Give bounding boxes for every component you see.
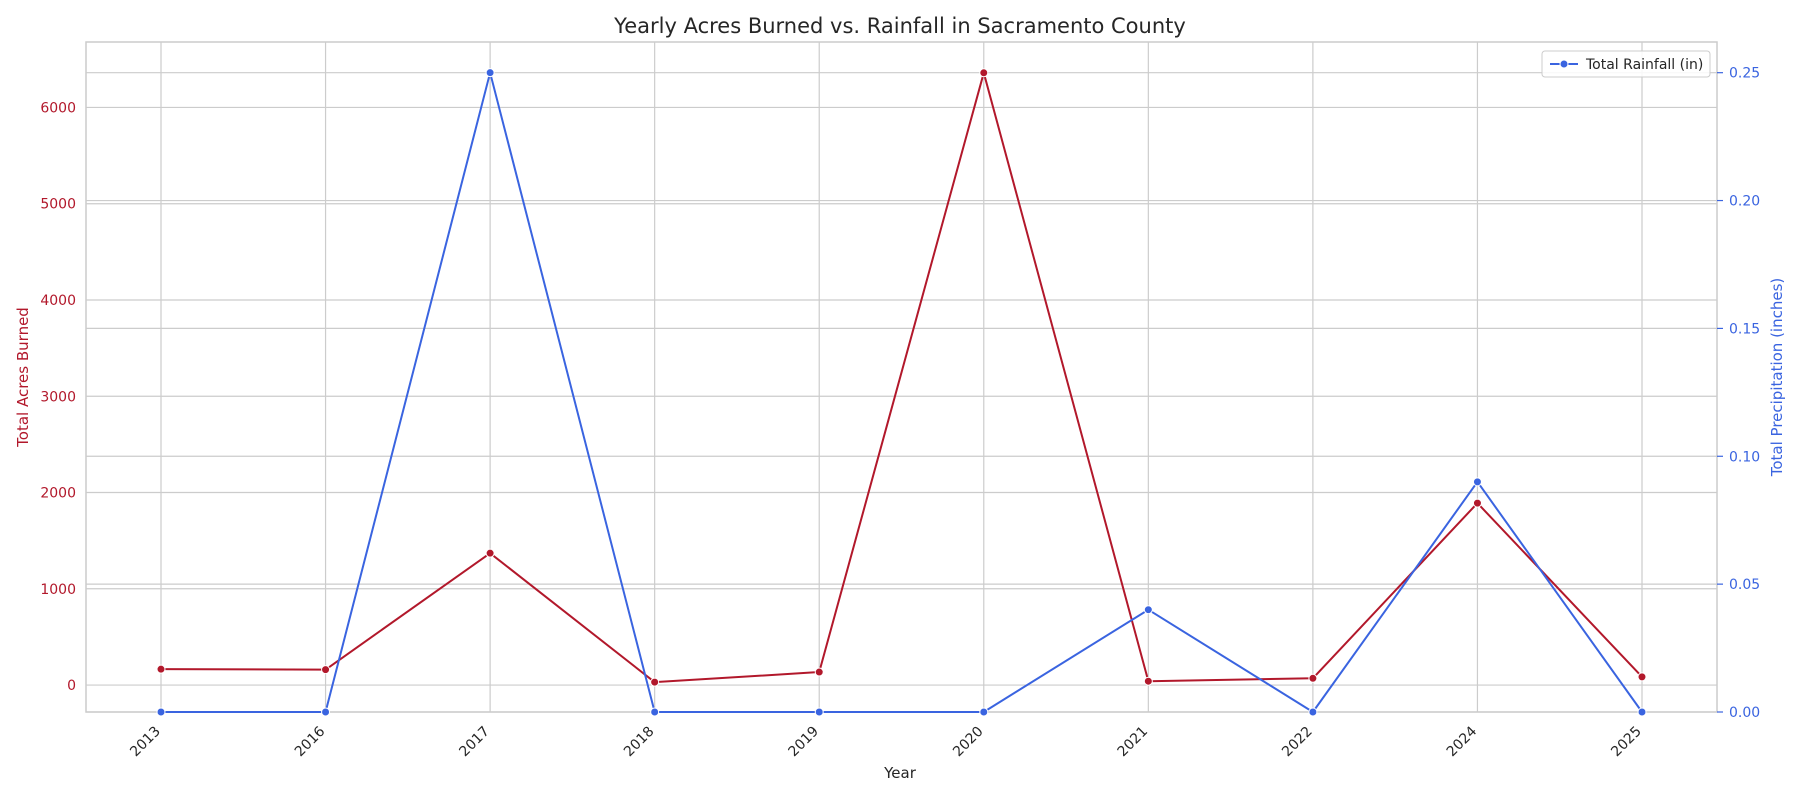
acres-data-point bbox=[814, 667, 824, 677]
x-tick-label: 2022 bbox=[1279, 724, 1316, 761]
x-tick-label: 2024 bbox=[1444, 723, 1481, 760]
y-axis-right-label: Total Precipitation (inches) bbox=[1768, 278, 1786, 478]
rainfall-data-point bbox=[1308, 707, 1318, 717]
y-right-tick-label: 0.25 bbox=[1729, 66, 1760, 82]
y-left-tick-label: 1000 bbox=[40, 582, 76, 598]
rainfall-data-point bbox=[1472, 477, 1482, 487]
y-left-tick-label: 6000 bbox=[40, 100, 76, 116]
acres-data-point bbox=[1472, 498, 1482, 508]
y-right-tick-label: 0.05 bbox=[1729, 577, 1760, 593]
acres-data-point bbox=[1143, 676, 1153, 686]
acres-series-line bbox=[160, 71, 1643, 684]
x-tick-label: 2018 bbox=[621, 724, 658, 761]
legend: Total Rainfall (in) bbox=[1541, 50, 1711, 78]
rainfall-data-point bbox=[1637, 707, 1647, 717]
x-tick-label: 2021 bbox=[1115, 724, 1152, 761]
rainfall-data-point bbox=[1143, 605, 1153, 615]
y-right-tick-label: 0.20 bbox=[1729, 194, 1760, 210]
legend-box bbox=[1541, 50, 1711, 78]
x-axis-label: Year bbox=[883, 764, 917, 782]
chart-title: Yearly Acres Burned vs. Rainfall in Sacr… bbox=[613, 14, 1186, 38]
y-axis-left-label: Total Acres Burned bbox=[14, 307, 32, 448]
acres-data-point bbox=[485, 548, 495, 558]
y-right-tick-label: 0.15 bbox=[1729, 321, 1760, 337]
y-left-tick-label: 0 bbox=[67, 678, 76, 694]
rainfall-data-point bbox=[650, 707, 660, 717]
rainfall-data-point bbox=[156, 707, 166, 717]
acres-data-point bbox=[321, 665, 331, 675]
y-right-tick-label: 0.00 bbox=[1729, 705, 1760, 721]
acres-data-point bbox=[650, 677, 660, 687]
plot-frame bbox=[85, 41, 1718, 713]
x-tick-label: 2016 bbox=[292, 723, 329, 760]
rainfall-data-point bbox=[485, 68, 495, 78]
x-tick-label: 2013 bbox=[127, 724, 164, 761]
x-tick-label: 2017 bbox=[456, 724, 493, 761]
y-left-tick-label: 5000 bbox=[40, 197, 76, 213]
legend-marker-swatch bbox=[1559, 59, 1569, 69]
rainfall-data-point bbox=[814, 707, 824, 717]
acres-data-point bbox=[1637, 672, 1647, 682]
rainfall-data-point bbox=[321, 707, 331, 717]
acres-data-point bbox=[1308, 673, 1318, 683]
x-tick-label: 2025 bbox=[1608, 724, 1645, 761]
x-tick-label: 2019 bbox=[786, 724, 823, 761]
rainfall-data-point bbox=[979, 707, 989, 717]
acres-data-point bbox=[156, 664, 166, 674]
y-left-tick-label: 3000 bbox=[40, 389, 76, 405]
y-right-tick-label: 0.10 bbox=[1729, 449, 1760, 465]
rainfall-series-line bbox=[161, 71, 1643, 713]
x-tick-label: 2020 bbox=[950, 724, 987, 761]
acres-data-point bbox=[979, 68, 989, 78]
legend-entry-label: Total Rainfall (in) bbox=[1585, 57, 1703, 73]
y-left-tick-label: 2000 bbox=[40, 486, 76, 502]
y-left-tick-label: 4000 bbox=[40, 293, 76, 309]
